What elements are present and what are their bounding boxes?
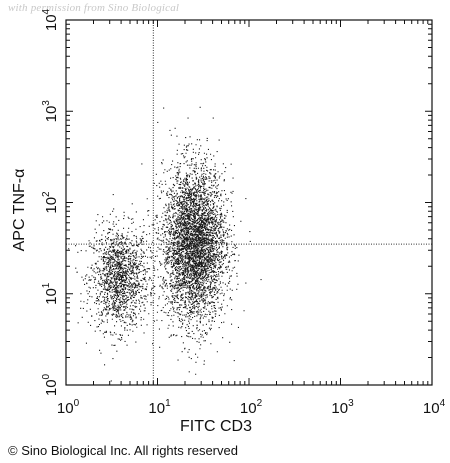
ticks bbox=[65, 19, 433, 386]
x-tick-label: 102 bbox=[240, 398, 263, 417]
y-tick-label: 101 bbox=[41, 282, 60, 305]
tick-labels: 100 101 102 103 104 100 101 102 103 104 bbox=[41, 8, 446, 417]
event-dot-cloud bbox=[68, 106, 262, 382]
x-axis-label: FITC CD3 bbox=[180, 418, 252, 435]
event-dots bbox=[68, 106, 262, 382]
copyright-text: © Sino Biological Inc. All rights reserv… bbox=[8, 443, 238, 458]
quadrant-gate bbox=[66, 20, 432, 385]
x-tick-label: 104 bbox=[423, 398, 446, 417]
axes-frame bbox=[65, 19, 433, 386]
y-tick-label: 100 bbox=[41, 373, 60, 396]
y-tick-label: 103 bbox=[41, 100, 60, 123]
x-tick-label: 100 bbox=[57, 398, 80, 417]
x-tick-label: 103 bbox=[331, 398, 354, 417]
y-tick-label: 102 bbox=[41, 191, 60, 214]
tick-marks bbox=[65, 19, 433, 386]
watermark-text: with permission from Sino Biological bbox=[8, 2, 180, 14]
y-tick-label: 104 bbox=[41, 8, 60, 31]
plot-frame bbox=[65, 19, 433, 386]
x-tick-label: 101 bbox=[148, 398, 171, 417]
flow-cytometry-dot-plot: 100 101 102 103 104 100 101 102 103 104 bbox=[41, 8, 446, 417]
y-axis-label: APC TNF-α bbox=[11, 168, 28, 252]
